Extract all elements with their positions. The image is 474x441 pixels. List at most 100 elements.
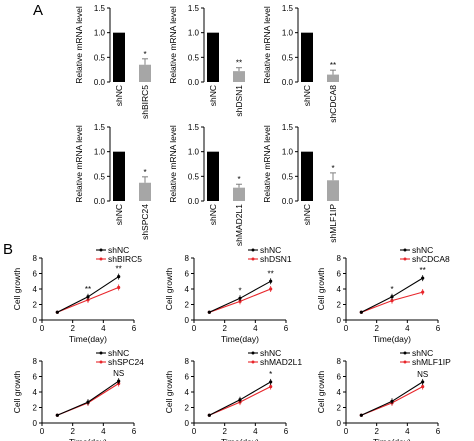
x-tick-label: 0 xyxy=(40,324,45,333)
data-point-shBIRC5 xyxy=(86,298,90,302)
x-tick-label: 0 xyxy=(344,427,349,436)
y-axis-title: Relative mRNA level xyxy=(262,125,272,203)
y-tick-label: 1.0 xyxy=(94,148,106,157)
significance-label: * xyxy=(238,286,241,295)
data-point-shNC xyxy=(359,310,363,314)
bar-chart-grid: 0.0 0.5 1.0 1.5 Relative mRNA level shNC * shBI… xyxy=(74,4,339,246)
data-point-shBIRC5 xyxy=(117,285,121,290)
significance-label: ** xyxy=(236,59,242,68)
legend-marker-shCDCA8 xyxy=(403,257,407,261)
legend-label: shNC xyxy=(412,348,433,358)
significance-label: ** xyxy=(116,265,122,274)
y-tick-label: 2 xyxy=(185,301,190,310)
legend-marker-shNC xyxy=(99,351,103,355)
series-line-shNC xyxy=(57,380,120,416)
legend-marker-shBIRC5 xyxy=(99,257,103,261)
legend-marker-shMLF1IP xyxy=(403,360,407,364)
y-axis-title: Relative mRNA level xyxy=(262,6,272,84)
data-point-shNC xyxy=(421,380,425,384)
x-axis-title: Time(day) xyxy=(373,334,411,344)
y-tick-label: 4 xyxy=(185,388,190,397)
y-tick-label: 0.5 xyxy=(188,172,200,181)
y-axis-title: Cell growth xyxy=(164,267,174,310)
y-tick-label: 8 xyxy=(337,254,342,263)
x-tick-label: 0 xyxy=(40,427,45,436)
data-point-shCDCA8 xyxy=(390,299,394,303)
category-label: shNC xyxy=(114,204,124,225)
x-tick-label: 2 xyxy=(374,324,379,333)
legend-marker-shNC xyxy=(99,248,103,252)
data-point-shNC xyxy=(55,413,59,417)
y-tick-label: 6 xyxy=(337,270,342,279)
y-tick-label: 8 xyxy=(33,357,38,366)
y-tick-label: 0.0 xyxy=(282,78,294,87)
x-tick-label: 6 xyxy=(436,427,441,436)
bar-shMLF1IP xyxy=(327,180,339,201)
bar-shDSN1 xyxy=(233,71,245,82)
y-tick-label: 0.0 xyxy=(94,78,106,87)
y-tick-label: 1.5 xyxy=(94,123,106,132)
y-tick-label: 0 xyxy=(337,419,342,428)
y-tick-label: 4 xyxy=(33,285,38,294)
x-tick-label: 6 xyxy=(284,427,289,436)
legend-label: shBIRC5 xyxy=(108,254,142,264)
y-tick-label: 6 xyxy=(185,373,190,382)
bar-panel-3: 0.0 0.5 1.0 1.5 Relative mRNA level shNC ** shC… xyxy=(262,4,339,123)
category-label: shNC xyxy=(208,204,218,225)
y-tick-label: 6 xyxy=(33,270,38,279)
y-tick-label: 8 xyxy=(185,357,190,366)
y-tick-label: 2 xyxy=(337,301,342,310)
data-point-shNC xyxy=(269,380,273,384)
panel-letter-a: A xyxy=(33,2,43,19)
bar-panel-6: 0.0 0.5 1.0 1.5 Relative mRNA level shNC * shML… xyxy=(262,123,339,243)
bar-shNC xyxy=(207,32,219,82)
y-tick-label: 2 xyxy=(185,404,190,413)
significance-label: * xyxy=(269,370,272,379)
data-point-shDSN1 xyxy=(269,287,273,291)
legend-label: shDSN1 xyxy=(260,254,292,264)
data-point-shNC xyxy=(238,398,242,402)
y-tick-label: 2 xyxy=(33,404,38,413)
line-panel-1: 0 2 4 6 0 2 4 6 8 Time(day) Cell growth ** ** shNCshB… xyxy=(12,245,142,344)
legend-marker-shNC xyxy=(403,351,407,355)
significance-label: ** xyxy=(85,285,91,294)
y-tick-label: 2 xyxy=(337,404,342,413)
data-point-shMLF1IP xyxy=(421,384,425,389)
y-tick-label: 0.0 xyxy=(188,78,200,87)
x-tick-label: 2 xyxy=(374,427,379,436)
legend-marker-shNC xyxy=(251,351,255,355)
y-tick-label: 8 xyxy=(337,357,342,366)
y-tick-label: 0 xyxy=(185,316,190,325)
significance-label: ** xyxy=(268,269,274,278)
data-point-shNC xyxy=(359,413,363,417)
line-panel-5: 0 2 4 6 0 2 4 6 8 Time(day) Cell growth * shNCshMAD2… xyxy=(164,348,302,441)
category-label: shNC xyxy=(114,85,124,106)
y-tick-label: 0.0 xyxy=(94,197,106,206)
y-tick-label: 0 xyxy=(33,316,38,325)
category-label: shDSN1 xyxy=(234,85,244,117)
bar-panel-4: 0.0 0.5 1.0 1.5 Relative mRNA level shNC * shSP… xyxy=(74,123,151,240)
x-tick-label: 6 xyxy=(436,324,441,333)
y-tick-label: 0.0 xyxy=(282,197,294,206)
y-axis-title: Cell growth xyxy=(316,267,326,310)
y-axis-title: Cell growth xyxy=(12,267,22,310)
data-point-shNC xyxy=(117,275,121,279)
line-panel-4: 0 2 4 6 0 2 4 6 8 Time(day) Cell growth NS shNCshSPC… xyxy=(12,348,144,441)
y-axis-title: Relative mRNA level xyxy=(74,6,84,84)
y-tick-label: 1.5 xyxy=(188,123,200,132)
y-tick-label: 0.0 xyxy=(188,197,200,206)
data-point-shCDCA8 xyxy=(421,290,425,294)
category-label: shNC xyxy=(302,204,312,225)
legend-marker-shDSN1 xyxy=(251,257,255,261)
bar-shMAD2L1 xyxy=(233,187,245,201)
y-tick-label: 1.5 xyxy=(188,4,200,13)
x-tick-label: 6 xyxy=(132,427,137,436)
x-tick-label: 2 xyxy=(222,427,227,436)
legend-label: shNC xyxy=(260,245,281,255)
data-point-shNC xyxy=(390,399,394,403)
significance-label: NS xyxy=(113,369,124,378)
y-tick-label: 2 xyxy=(33,301,38,310)
data-point-shNC xyxy=(269,279,273,283)
